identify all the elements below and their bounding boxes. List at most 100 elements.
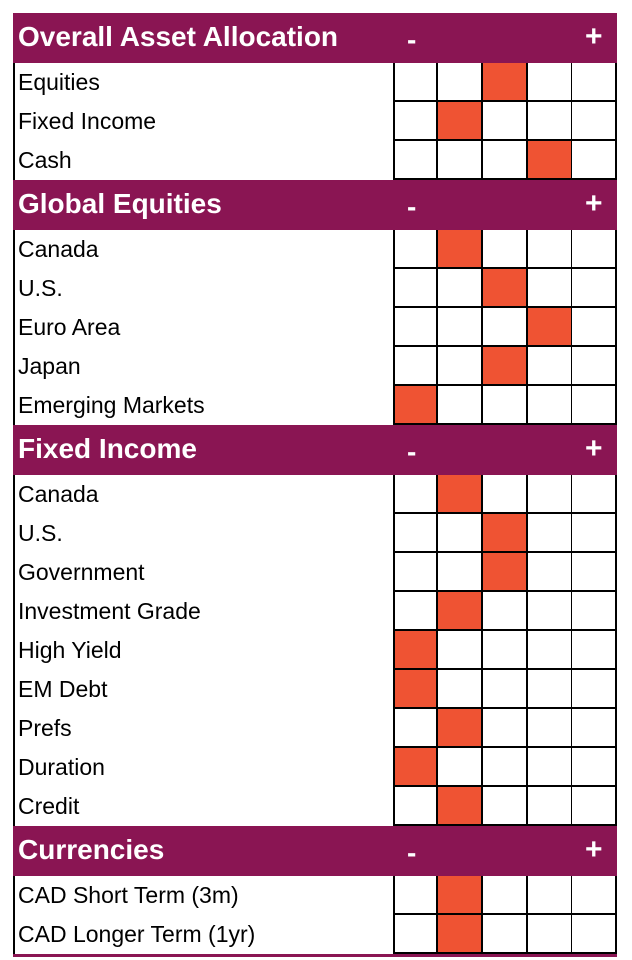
table-row: CAD Short Term (3m): [13, 876, 617, 915]
position-marker: [438, 102, 483, 141]
scale-cell: [528, 670, 573, 709]
scale-cell: [528, 63, 573, 102]
scale-minus-label: -: [407, 191, 417, 222]
scale-cell: [572, 230, 617, 269]
section-header: Fixed Income - +: [13, 425, 617, 475]
scale-cell: [438, 631, 483, 670]
scale-cells: [393, 592, 617, 631]
scale-cell: [572, 63, 617, 102]
section-title: Fixed Income: [18, 433, 197, 464]
table-row: High Yield: [13, 631, 617, 670]
scale-cell: [393, 102, 438, 141]
scale-cell: [393, 553, 438, 592]
scale-cell: [483, 787, 528, 826]
row-label: CAD Longer Term (1yr): [18, 921, 256, 947]
position-marker: [438, 876, 483, 915]
table-row: Euro Area: [13, 308, 617, 347]
scale-cells: [393, 553, 617, 592]
scale-cell: [572, 631, 617, 670]
scale-plus-label: +: [585, 432, 603, 465]
scale-cells: [393, 876, 617, 915]
scale-cell: [393, 230, 438, 269]
position-marker: [438, 475, 483, 514]
scale-cell: [438, 141, 483, 180]
scale-cell: [438, 308, 483, 347]
scale-cell: [528, 347, 573, 386]
row-left-rule: [13, 915, 15, 954]
scale-cell: [483, 308, 528, 347]
row-label: U.S.: [18, 520, 63, 546]
row-label: Euro Area: [18, 314, 121, 340]
scale-cell: [528, 475, 573, 514]
row-label: U.S.: [18, 275, 63, 301]
row-label: Japan: [18, 353, 81, 379]
scale-cell: [572, 787, 617, 826]
scale-cell: [483, 386, 528, 425]
scale-cells: [393, 670, 617, 709]
position-marker: [393, 670, 438, 709]
row-left-rule: [13, 230, 15, 269]
section-title: Overall Asset Allocation: [18, 21, 339, 52]
scale-cell: [528, 748, 573, 787]
row-left-rule: [13, 876, 15, 915]
scale-cells: [393, 269, 617, 308]
row-left-rule: [13, 514, 15, 553]
scale-cell: [572, 514, 617, 553]
table-row: Canada: [13, 475, 617, 514]
scale-cell: [483, 475, 528, 514]
table-row: CAD Longer Term (1yr): [13, 915, 617, 954]
scale-cell: [438, 386, 483, 425]
table-row: Investment Grade: [13, 592, 617, 631]
scale-cell: [572, 592, 617, 631]
scale-cells: [393, 475, 617, 514]
section-title: Global Equities: [18, 188, 222, 219]
scale-cell: [572, 308, 617, 347]
scale-cell: [483, 592, 528, 631]
row-left-rule: [13, 308, 15, 347]
position-marker: [483, 269, 528, 308]
scale-cell: [393, 475, 438, 514]
scale-cell: [438, 514, 483, 553]
scale-cell: [572, 269, 617, 308]
scale-minus-label: -: [407, 24, 417, 55]
scale-cell: [438, 748, 483, 787]
position-marker: [438, 787, 483, 826]
row-label: Credit: [18, 793, 80, 819]
scale-cell: [483, 141, 528, 180]
scale-cell: [528, 787, 573, 826]
position-marker: [393, 748, 438, 787]
scale-cell: [528, 592, 573, 631]
scale-cell: [528, 876, 573, 915]
position-marker: [438, 230, 483, 269]
position-marker: [483, 63, 528, 102]
row-left-rule: [13, 386, 15, 425]
row-label: EM Debt: [18, 676, 108, 702]
scale-cells: [393, 386, 617, 425]
row-left-rule: [13, 787, 15, 826]
row-label: Canada: [18, 236, 99, 262]
scale-cell: [393, 592, 438, 631]
scale-cell: [393, 347, 438, 386]
position-marker: [483, 347, 528, 386]
row-left-rule: [13, 269, 15, 308]
scale-cell: [483, 631, 528, 670]
scale-cell: [572, 475, 617, 514]
table-row: Equities: [13, 63, 617, 102]
scale-minus-label: -: [407, 436, 417, 467]
scale-cell: [483, 748, 528, 787]
row-left-rule: [13, 592, 15, 631]
scale-cells: [393, 514, 617, 553]
scale-cell: [438, 553, 483, 592]
position-marker: [483, 514, 528, 553]
scale-plus-label: +: [585, 833, 603, 866]
table-row: Cash: [13, 141, 617, 180]
position-marker: [393, 386, 438, 425]
row-left-rule: [13, 553, 15, 592]
scale-cells: [393, 748, 617, 787]
row-left-rule: [13, 631, 15, 670]
scale-cell: [528, 915, 573, 954]
row-label: High Yield: [18, 637, 122, 663]
scale-cell: [572, 670, 617, 709]
row-left-rule: [13, 141, 15, 180]
scale-cell: [483, 709, 528, 748]
